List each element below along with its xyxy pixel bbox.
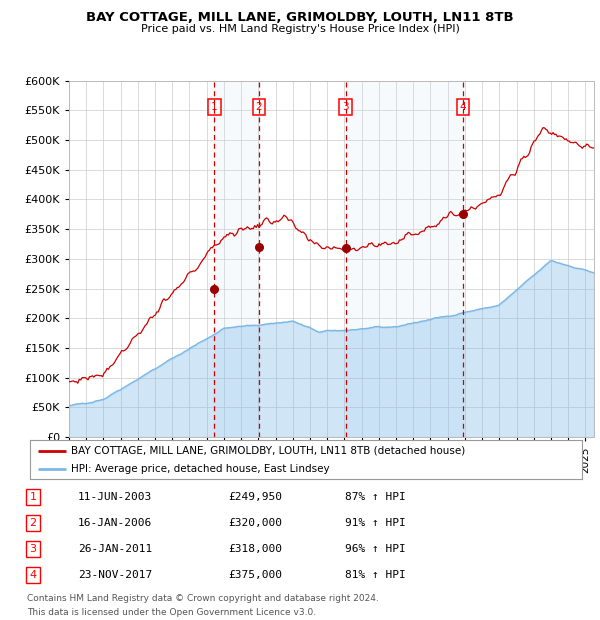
- Text: BAY COTTAGE, MILL LANE, GRIMOLDBY, LOUTH, LN11 8TB (detached house): BAY COTTAGE, MILL LANE, GRIMOLDBY, LOUTH…: [71, 446, 466, 456]
- Text: 23-NOV-2017: 23-NOV-2017: [78, 570, 152, 580]
- Text: This data is licensed under the Open Government Licence v3.0.: This data is licensed under the Open Gov…: [27, 608, 316, 618]
- Text: 2: 2: [29, 518, 37, 528]
- Text: £375,000: £375,000: [228, 570, 282, 580]
- Text: 26-JAN-2011: 26-JAN-2011: [78, 544, 152, 554]
- Text: 96% ↑ HPI: 96% ↑ HPI: [345, 544, 406, 554]
- Text: £249,950: £249,950: [228, 492, 282, 502]
- Text: Price paid vs. HM Land Registry's House Price Index (HPI): Price paid vs. HM Land Registry's House …: [140, 24, 460, 33]
- Text: 87% ↑ HPI: 87% ↑ HPI: [345, 492, 406, 502]
- Text: 16-JAN-2006: 16-JAN-2006: [78, 518, 152, 528]
- Text: 1: 1: [29, 492, 37, 502]
- Text: 4: 4: [460, 102, 466, 112]
- Text: 11-JUN-2003: 11-JUN-2003: [78, 492, 152, 502]
- Text: 3: 3: [343, 102, 349, 112]
- Text: £318,000: £318,000: [228, 544, 282, 554]
- Bar: [214, 81, 259, 437]
- Text: HPI: Average price, detached house, East Lindsey: HPI: Average price, detached house, East…: [71, 464, 330, 474]
- Text: 1: 1: [211, 102, 218, 112]
- Text: 3: 3: [29, 544, 37, 554]
- Text: 2: 2: [256, 102, 262, 112]
- Text: 81% ↑ HPI: 81% ↑ HPI: [345, 570, 406, 580]
- Text: Contains HM Land Registry data © Crown copyright and database right 2024.: Contains HM Land Registry data © Crown c…: [27, 594, 379, 603]
- Text: 91% ↑ HPI: 91% ↑ HPI: [345, 518, 406, 528]
- Bar: [346, 81, 463, 437]
- Text: BAY COTTAGE, MILL LANE, GRIMOLDBY, LOUTH, LN11 8TB: BAY COTTAGE, MILL LANE, GRIMOLDBY, LOUTH…: [86, 11, 514, 24]
- Text: 4: 4: [29, 570, 37, 580]
- Text: £320,000: £320,000: [228, 518, 282, 528]
